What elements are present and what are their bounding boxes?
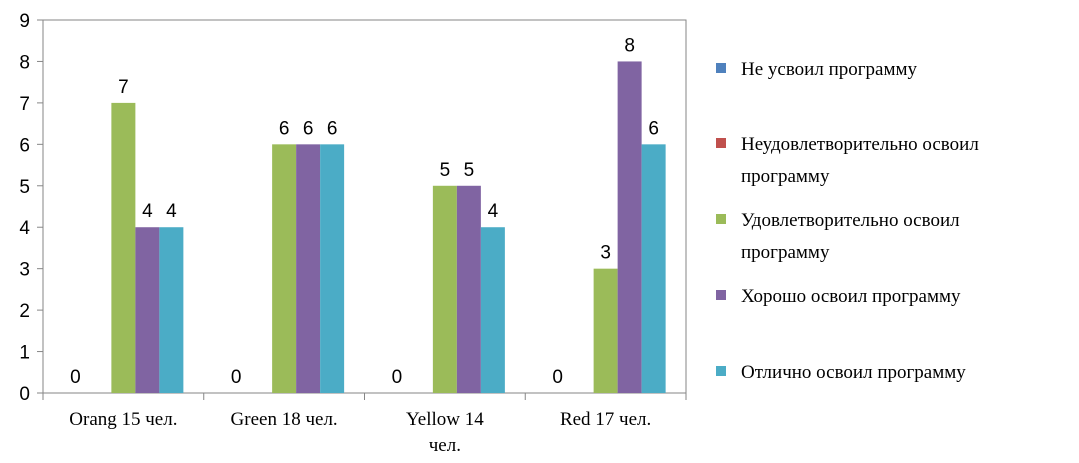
data-label: 8 (624, 35, 635, 56)
legend-swatch (716, 214, 726, 224)
bar (135, 227, 160, 393)
bar (320, 144, 345, 393)
data-label: 6 (327, 118, 338, 139)
y-tick-label: 9 (19, 11, 30, 32)
legend-swatch (716, 138, 726, 148)
bar (272, 144, 297, 393)
y-tick-label: 7 (19, 94, 30, 115)
data-label: 0 (552, 367, 563, 388)
bar (296, 144, 321, 393)
legend-swatch (716, 63, 726, 73)
legend-entry: Отлично освоил программу (741, 362, 966, 383)
y-tick-label: 8 (19, 52, 30, 73)
bar (480, 227, 505, 393)
x-category-label: Yellow 14 чел. (406, 409, 484, 456)
legend-entry: Неудовлетворительно освоил программу (741, 134, 979, 187)
bar (111, 102, 136, 393)
y-tick-label: 5 (19, 177, 30, 198)
bar (617, 61, 642, 393)
legend-entry: Не усвоил программу (741, 59, 918, 80)
x-category-label: Orang 15 чел. (69, 409, 177, 430)
chart-legend: Не усвоил программу Неудовлетворительно о… (716, 59, 979, 383)
y-tick-label: 3 (19, 260, 30, 281)
x-category-label: Red 17 чел. (560, 409, 651, 430)
data-label: 3 (600, 243, 611, 264)
data-label: 4 (166, 201, 177, 222)
data-label: 4 (488, 201, 499, 222)
bar (159, 227, 184, 393)
y-tick-label: 2 (19, 301, 30, 322)
data-label: 6 (648, 118, 659, 139)
bar (593, 268, 618, 393)
y-tick-label: 6 (19, 135, 30, 156)
y-tick-label: 0 (19, 384, 30, 405)
legend-swatch (716, 290, 726, 300)
data-label: 0 (392, 367, 403, 388)
chart-bars (111, 61, 666, 393)
y-tick-label: 4 (19, 218, 30, 239)
data-label: 5 (440, 160, 451, 181)
data-label: 6 (279, 118, 290, 139)
data-label: 4 (142, 201, 153, 222)
data-label: 5 (464, 160, 475, 181)
y-tick-label: 1 (19, 343, 30, 364)
bar (432, 185, 457, 393)
legend-entry: Хорошо освоил программу (741, 286, 961, 307)
bar (456, 185, 481, 393)
data-label: 0 (70, 367, 81, 388)
legend-swatch (716, 366, 726, 376)
data-label: 6 (303, 118, 314, 139)
legend-entry: Удовлетворительно освоил программу (741, 210, 960, 263)
data-label: 7 (118, 77, 129, 98)
x-category-label: Green 18 чел. (231, 409, 338, 430)
bar (641, 144, 666, 393)
data-label: 0 (231, 367, 242, 388)
